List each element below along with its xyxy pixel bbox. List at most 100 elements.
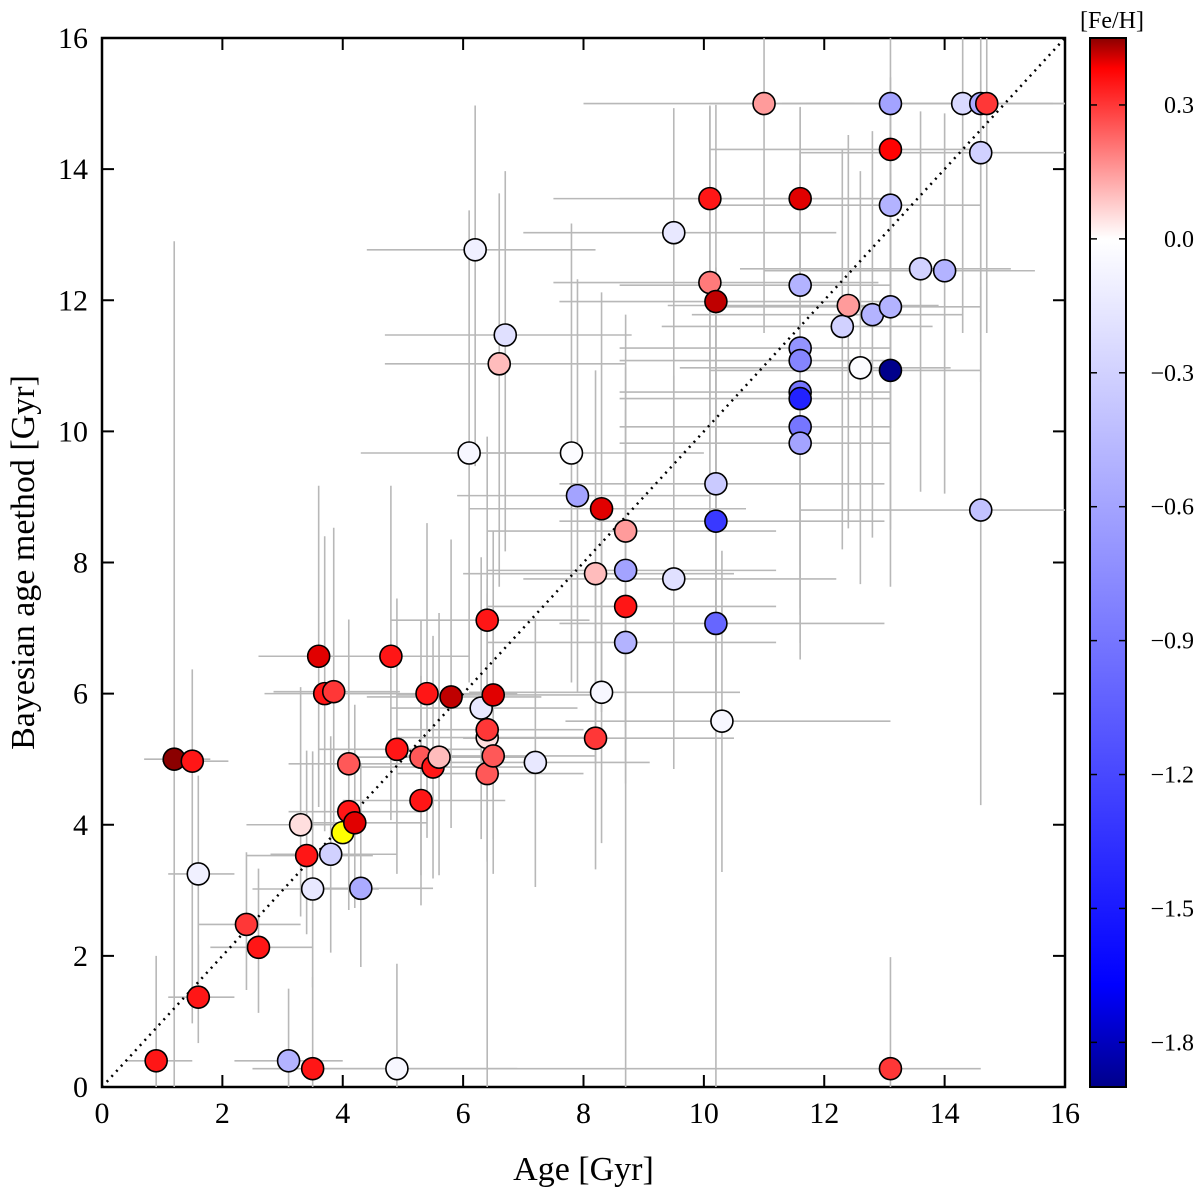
data-point bbox=[180, 749, 205, 773]
x-axis-label: Age [Gyr] bbox=[513, 1151, 654, 1188]
data-point bbox=[830, 314, 855, 339]
colorbar-tick-label: 0.0 bbox=[1164, 227, 1194, 253]
data-point bbox=[457, 441, 481, 465]
data-point bbox=[475, 717, 500, 742]
data-point bbox=[661, 567, 686, 591]
data-point bbox=[144, 1048, 168, 1073]
axis-ticks: 0 2 4 6 8 10 12 14 16 0 2 4 6 8 10 12 14 16 bbox=[58, 22, 1080, 1130]
data-point bbox=[661, 220, 686, 245]
data-point bbox=[427, 745, 451, 770]
colorbar-tick-label: 0.3 bbox=[1164, 93, 1194, 119]
data-point bbox=[409, 788, 433, 813]
data-point bbox=[246, 935, 271, 960]
data-point bbox=[613, 558, 638, 583]
data-point bbox=[704, 472, 728, 496]
data-point bbox=[613, 630, 638, 655]
data-point bbox=[475, 608, 500, 632]
data-point bbox=[788, 348, 812, 373]
y-tick-label: 6 bbox=[73, 678, 88, 711]
x-tick-label: 14 bbox=[930, 1097, 960, 1130]
data-point bbox=[836, 293, 861, 318]
data-points bbox=[144, 91, 999, 1081]
data-point bbox=[704, 509, 728, 533]
data-point bbox=[704, 289, 728, 314]
data-point bbox=[704, 611, 728, 636]
data-point bbox=[908, 256, 933, 281]
y-tick-label: 16 bbox=[58, 22, 88, 55]
data-point bbox=[481, 683, 506, 707]
data-point bbox=[974, 91, 999, 116]
colorbar-tick-label: −0.6 bbox=[1150, 495, 1194, 521]
x-tick-label: 4 bbox=[335, 1097, 350, 1130]
data-point bbox=[523, 750, 548, 775]
data-point bbox=[415, 681, 439, 706]
colorbar-tick-label: −1.5 bbox=[1150, 896, 1194, 922]
data-point bbox=[788, 431, 812, 455]
data-point bbox=[788, 386, 812, 411]
y-tick-label: 10 bbox=[58, 415, 88, 448]
colorbar-gradient bbox=[1089, 37, 1127, 1088]
data-point bbox=[385, 1056, 409, 1081]
data-point bbox=[613, 519, 638, 543]
y-tick-label: 4 bbox=[73, 809, 88, 842]
y-tick-label: 8 bbox=[73, 547, 88, 580]
data-point bbox=[589, 496, 614, 521]
data-point bbox=[294, 843, 319, 868]
data-point bbox=[878, 295, 903, 319]
data-point bbox=[321, 679, 346, 704]
data-point bbox=[565, 483, 590, 508]
x-tick-label: 0 bbox=[95, 1097, 110, 1130]
colorbar-tick-label: −1.2 bbox=[1150, 763, 1194, 789]
data-point bbox=[186, 862, 211, 886]
data-point bbox=[439, 685, 463, 709]
data-point bbox=[932, 258, 957, 283]
data-point bbox=[848, 355, 873, 380]
y-tick-label: 12 bbox=[58, 284, 88, 317]
x-tick-label: 8 bbox=[576, 1097, 591, 1130]
data-point bbox=[300, 1056, 325, 1081]
data-point bbox=[318, 842, 343, 867]
data-point bbox=[379, 644, 403, 669]
data-point bbox=[788, 186, 812, 211]
colorbar-tick-label: −0.3 bbox=[1150, 361, 1194, 387]
data-point bbox=[559, 441, 584, 465]
data-point bbox=[349, 876, 373, 901]
data-point bbox=[583, 726, 608, 751]
data-point bbox=[968, 140, 993, 165]
data-point bbox=[710, 709, 734, 733]
data-point bbox=[613, 594, 638, 619]
data-point bbox=[385, 737, 409, 762]
colorbar: [Fe/H] 0.3 0.0 −0.3 −0.6 −0.9 −1.2 −1.5 −1.8 bbox=[1080, 8, 1194, 1088]
data-point bbox=[878, 1056, 903, 1081]
data-point bbox=[300, 877, 325, 901]
colorbar-title: [Fe/H] bbox=[1080, 8, 1144, 34]
x-tick-label: 6 bbox=[456, 1097, 471, 1130]
data-point bbox=[878, 193, 903, 217]
colorbar-tick-label: −1.8 bbox=[1150, 1030, 1194, 1056]
data-point bbox=[752, 91, 776, 116]
data-point bbox=[463, 237, 487, 262]
data-point bbox=[878, 91, 903, 116]
data-point bbox=[288, 812, 313, 837]
x-tick-label: 2 bbox=[215, 1097, 230, 1130]
data-point bbox=[493, 323, 518, 347]
x-tick-label: 12 bbox=[809, 1097, 839, 1130]
x-tick-label: 10 bbox=[689, 1097, 719, 1130]
data-point bbox=[234, 912, 259, 937]
data-point bbox=[276, 1048, 301, 1073]
data-point bbox=[788, 273, 812, 297]
y-axis-label: Bayesian age method [Gyr] bbox=[5, 375, 42, 750]
data-point bbox=[487, 352, 512, 376]
x-tick-label: 16 bbox=[1050, 1097, 1080, 1130]
data-point bbox=[583, 561, 608, 586]
y-tick-label: 2 bbox=[73, 940, 88, 973]
data-point bbox=[968, 498, 993, 522]
y-tick-label: 14 bbox=[58, 153, 88, 186]
data-point bbox=[336, 751, 361, 776]
data-point bbox=[481, 744, 506, 768]
data-point bbox=[342, 810, 367, 835]
data-point bbox=[878, 137, 903, 162]
data-point bbox=[589, 680, 614, 705]
data-point bbox=[698, 186, 722, 211]
colorbar-tick-label: −0.9 bbox=[1150, 629, 1194, 655]
